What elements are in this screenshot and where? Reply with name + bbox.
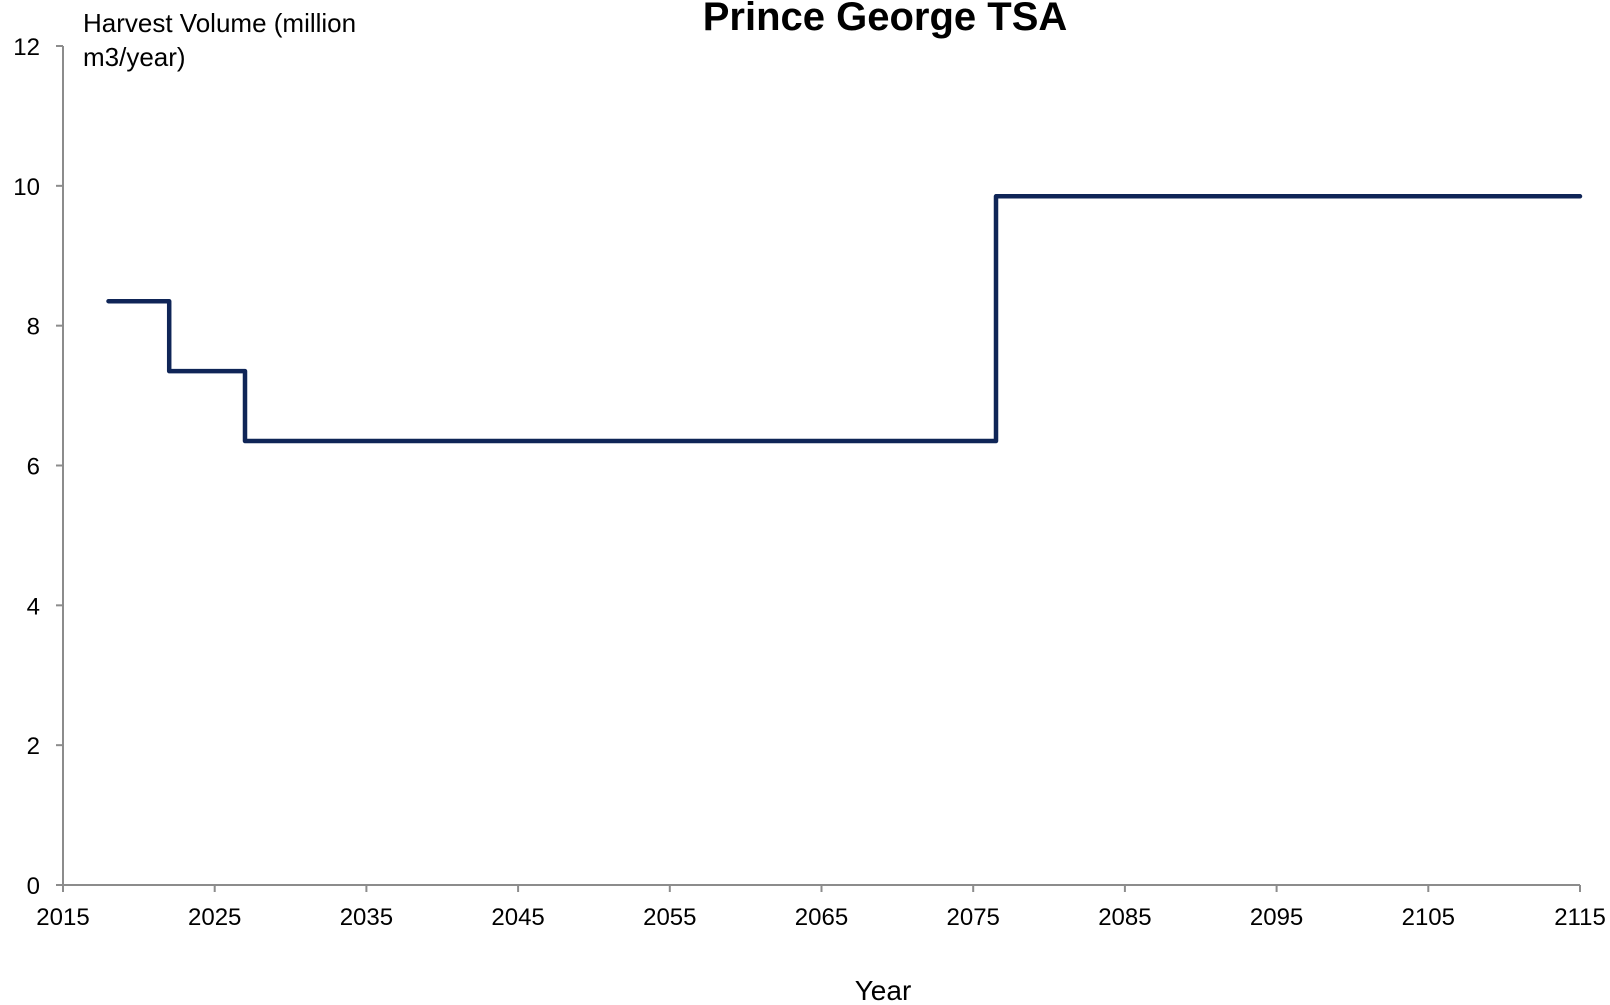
chart-title: Prince George TSA (703, 0, 1068, 39)
series-line (106, 194, 1583, 444)
y-tick-label: 4 (27, 593, 40, 620)
y-axis-label-line-1: Harvest Volume (million (83, 8, 356, 38)
x-tick-label: 2095 (1250, 904, 1303, 931)
x-axis-label: Year (855, 975, 912, 1005)
x-tick-label: 2035 (340, 904, 393, 931)
y-ticks: 0 2 4 6 8 10 12 (13, 34, 63, 900)
y-tick-label: 6 (27, 454, 40, 481)
y-tick-label: 2 (27, 733, 40, 760)
y-tick-label: 8 (27, 314, 40, 341)
y-tick-label: 10 (13, 174, 40, 201)
y-tick-label: 0 (27, 873, 40, 900)
x-tick-label: 2085 (1098, 904, 1151, 931)
x-tick-label: 2015 (36, 904, 89, 931)
x-tick-label: 2025 (188, 904, 241, 931)
x-tick-label: 2075 (947, 904, 1000, 931)
x-tick-label: 2055 (643, 904, 696, 931)
y-axis-label: Harvest Volume (million m3/year) (83, 8, 363, 72)
x-tick-label: 2115 (1554, 904, 1606, 931)
y-tick-label: 12 (13, 34, 40, 61)
x-tick-label: 2045 (491, 904, 544, 931)
x-tick-label: 2065 (795, 904, 848, 931)
series-layer (106, 194, 1583, 444)
x-ticks: 2015 2025 2035 2045 2055 2065 2075 2085 2095 2105… (36, 885, 1606, 931)
y-axis-label-line-2: m3/year) (83, 42, 186, 72)
x-tick-label: 2105 (1402, 904, 1455, 931)
